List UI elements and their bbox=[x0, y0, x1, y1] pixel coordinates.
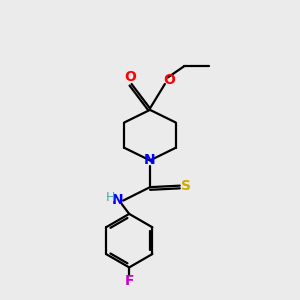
Text: O: O bbox=[124, 70, 136, 85]
Text: F: F bbox=[124, 274, 134, 288]
Text: O: O bbox=[164, 73, 176, 87]
Text: H: H bbox=[106, 191, 116, 204]
Text: N: N bbox=[144, 153, 156, 167]
Text: N: N bbox=[112, 193, 124, 207]
Text: S: S bbox=[181, 179, 191, 193]
